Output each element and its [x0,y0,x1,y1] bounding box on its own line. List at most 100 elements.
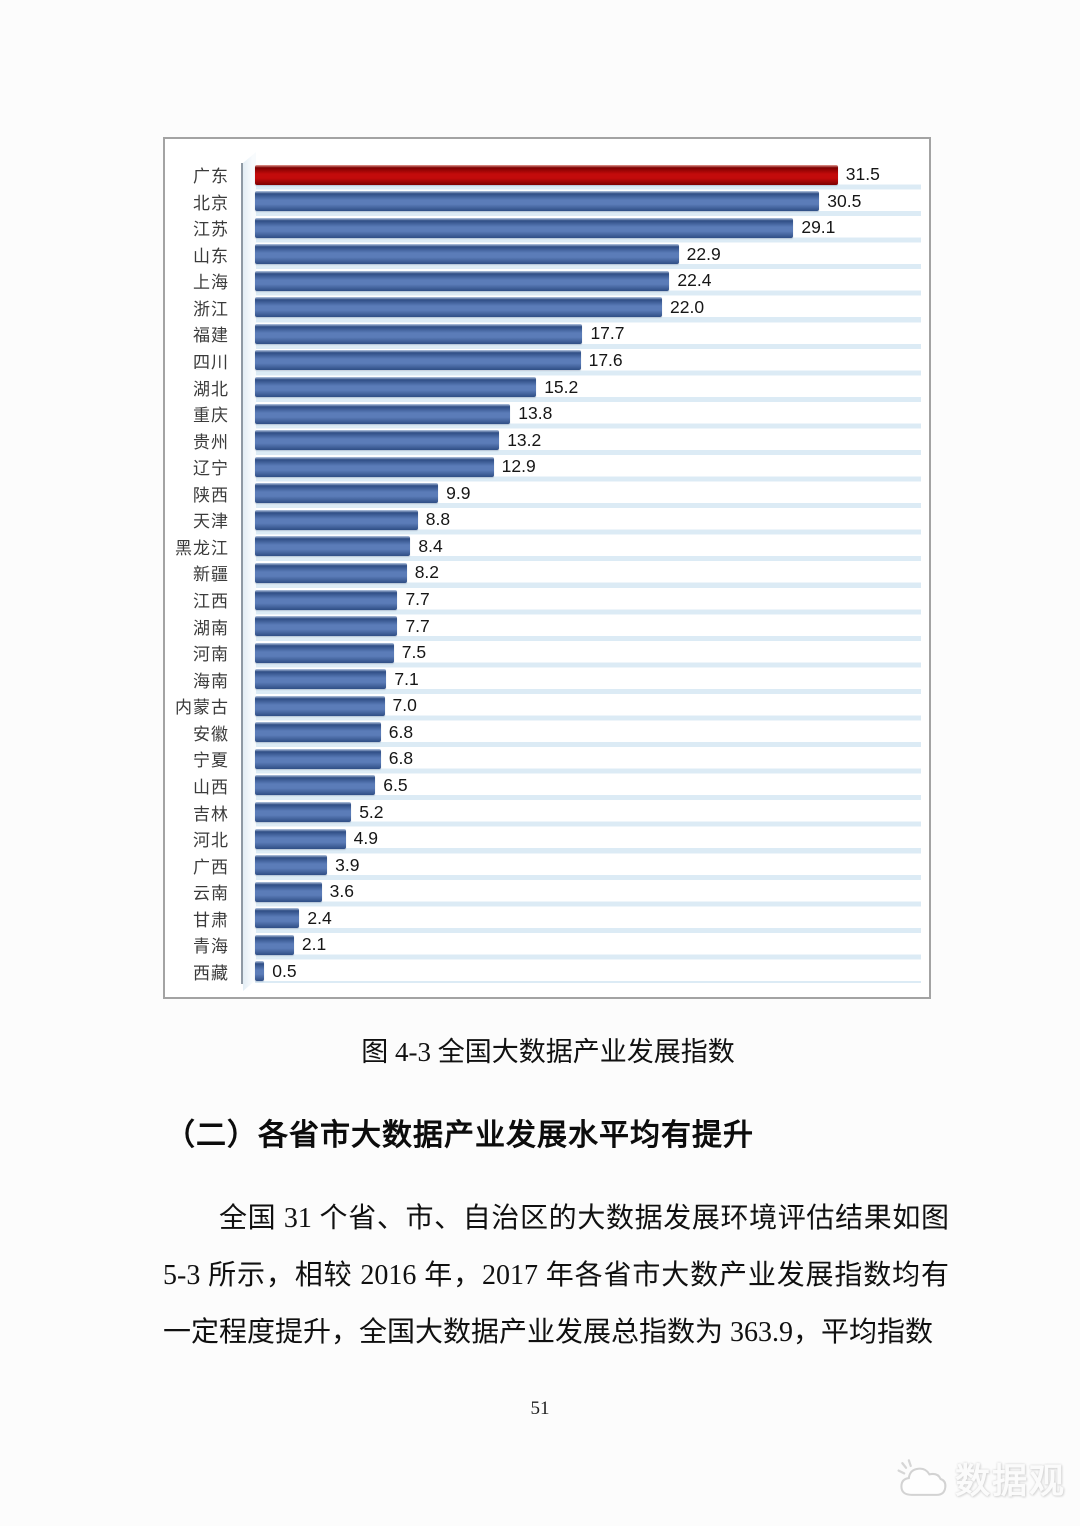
bar-zone: 7.5 [255,642,923,663]
bar [255,961,265,982]
chart-row: 江西 7.7 [165,589,923,611]
bar [255,802,352,822]
chart-row: 海南 7.1 [165,669,923,691]
value-label: 15.2 [544,376,579,397]
value-label: 9.9 [446,482,471,503]
bar-zone: 3.9 [255,855,923,876]
category-label: 四川 [193,352,229,372]
figure-caption: 图 4-3 全国大数据产业发展指数 [361,1037,735,1067]
bar-zone: 17.6 [255,350,923,371]
category-label: 天津 [193,512,229,532]
category-label: 江西 [193,592,229,611]
category-label: 甘肃 [193,910,229,930]
bar-zone: 6.8 [255,722,923,743]
bar-zone: 7.7 [255,589,923,610]
category-label: 山西 [193,777,229,797]
bar [255,270,670,291]
bar [255,562,407,583]
chart-row: 宁夏 6.8 [165,748,923,770]
value-label: 17.6 [588,349,623,370]
chart-row: 云南 3.6 [165,881,923,904]
bar-zone: 22.4 [255,270,923,291]
category-label: 辽宁 [193,459,229,479]
bar-zone: 13.8 [255,403,923,424]
bar [255,589,398,610]
bar-zone: 31.5 [255,164,923,185]
bar-zone: 8.4 [255,536,923,557]
watermark-text: 数据观 [955,1462,1067,1501]
bar-zone: 17.7 [255,323,923,344]
bar [255,748,381,769]
value-label: 3.9 [335,854,360,875]
value-label: 8.8 [425,509,451,530]
chart-row: 福建 17.7 [165,323,923,345]
chart-row: 山东 22.9 [165,243,923,266]
bar [255,377,537,397]
bar [255,244,679,265]
bar-zone: 8.8 [255,509,923,530]
value-label: 22.9 [686,243,721,264]
category-label: 河南 [193,645,229,665]
bar [255,430,500,451]
category-label: 江苏 [193,220,229,240]
bar-zone: 4.9 [255,828,923,849]
category-label: 云南 [193,884,229,904]
category-label: 青海 [193,937,229,957]
bar-zone: 2.1 [255,934,923,955]
chart-row: 青海 2.1 [165,934,923,957]
category-label: 山东 [193,246,229,266]
bar [255,456,494,477]
chart-row: 广西 3.9 [165,855,923,877]
bar [255,855,328,876]
category-label: 内蒙古 [175,698,229,718]
category-label: 海南 [193,671,229,691]
value-label: 13.8 [518,403,553,424]
value-label: 6.8 [388,721,414,742]
chart-row: 江苏 29.1 [165,217,923,240]
bar-zone: 3.6 [255,881,923,902]
bar-zone: 6.8 [255,748,923,769]
bar-zone: 15.2 [255,377,923,398]
value-label: 17.7 [590,323,625,344]
value-label: 7.7 [405,589,430,609]
chart-row: 甘肃 2.4 [165,908,923,930]
category-label: 浙江 [193,299,229,319]
bar [255,536,411,557]
value-label: 0.5 [272,960,297,981]
category-label: 广东 [193,167,229,186]
bar-zone: 29.1 [255,217,923,238]
chart-row: 浙江 22.0 [165,297,923,319]
category-label: 新疆 [193,565,229,585]
chart-row: 贵州 13.2 [165,429,923,452]
bar [255,323,583,344]
bar-zone: 0.5 [255,961,923,982]
bar-zone: 7.0 [255,695,923,716]
chart-row: 陕西 9.9 [165,483,923,505]
bar-zone: 22.0 [255,297,923,318]
chart-row: 四川 17.6 [165,350,923,372]
category-label: 陕西 [193,485,229,505]
bar-zone: 2.4 [255,908,923,929]
y-axis-line [241,163,243,984]
chart-row: 重庆 13.8 [165,403,923,425]
value-label: 2.1 [301,934,327,955]
value-label: 7.5 [401,642,427,663]
value-label: 3.6 [329,881,354,902]
chart-row: 河北 4.9 [165,828,923,850]
chart-row: 湖北 15.2 [165,377,923,399]
bar-zone: 9.9 [255,483,923,504]
bar-zone: 5.2 [255,802,923,823]
chart-row: 山西 6.5 [165,775,923,797]
bar [255,297,662,318]
bar [255,934,294,955]
category-label: 湖南 [193,618,229,638]
value-label: 22.4 [677,270,712,291]
bar-zone: 8.2 [255,562,923,583]
category-label: 广西 [193,857,229,877]
bar [255,722,381,743]
category-label: 湖北 [193,379,229,399]
category-label: 上海 [193,273,229,293]
chart-row: 北京 30.5 [165,191,923,213]
value-label: 13.2 [507,429,542,450]
